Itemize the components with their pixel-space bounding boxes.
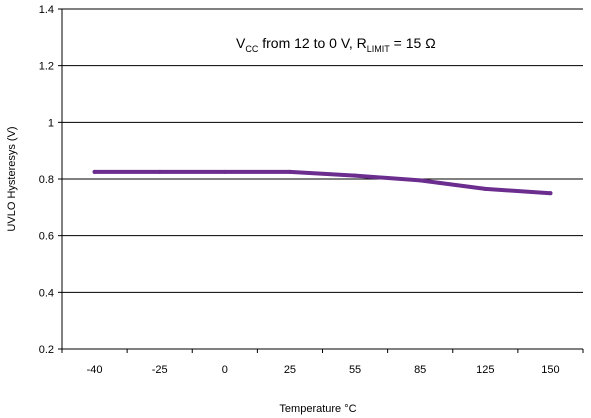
x-tick-label-7: 150 — [541, 364, 559, 376]
data-point-0-1 — [157, 169, 162, 174]
y-tick-labels: 0.2 0.4 0.6 0.8 1 1.2 1.4 — [39, 4, 54, 356]
annotation-mid: from 12 to 0 V, R — [258, 35, 366, 51]
y-tick-label-0: 0.2 — [39, 344, 54, 356]
y-tick-label-2: 0.6 — [39, 231, 54, 243]
x-tick-label-6: 125 — [476, 364, 494, 376]
gridlines — [62, 8, 583, 350]
x-tick-label-2: 0 — [222, 364, 228, 376]
x-tick-label-3: 25 — [284, 364, 296, 376]
annotation-end: = 15 Ω — [390, 35, 436, 51]
annotation-v: V — [236, 35, 246, 51]
x-tick-labels: -40 -25 0 25 55 85 125 150 — [87, 364, 560, 376]
x-tick-label-5: 85 — [414, 364, 426, 376]
data-point-0-5 — [418, 178, 423, 183]
y-tick-label-5: 1.2 — [39, 61, 54, 73]
x-axis-label: Temperature °C — [279, 403, 356, 415]
x-tick-label-0: -40 — [87, 364, 103, 376]
y-axis-label: UVLO Hysteresys (V) — [6, 126, 18, 231]
x-tick-label-4: 55 — [349, 364, 361, 376]
data-point-0-2 — [222, 169, 227, 174]
series-line-0 — [92, 169, 553, 196]
series-group — [92, 169, 553, 196]
data-point-0-0 — [92, 169, 97, 174]
annotation-limit-subscript: LIMIT — [367, 44, 391, 54]
y-tick-label-1: 0.4 — [39, 287, 54, 299]
data-point-0-7 — [548, 191, 553, 196]
x-tick-label-1: -25 — [152, 364, 168, 376]
data-point-0-3 — [287, 169, 292, 174]
axes — [58, 8, 584, 353]
data-point-0-6 — [483, 186, 488, 191]
data-point-0-4 — [353, 173, 358, 178]
y-tick-label-3: 0.8 — [39, 174, 54, 186]
y-tick-label-6: 1.4 — [39, 4, 54, 16]
annotation-cc-subscript: CC — [245, 44, 258, 54]
y-tick-label-4: 1 — [48, 117, 54, 129]
annotation: VCC from 12 to 0 V, RLIMIT = 15 Ω — [236, 35, 436, 54]
